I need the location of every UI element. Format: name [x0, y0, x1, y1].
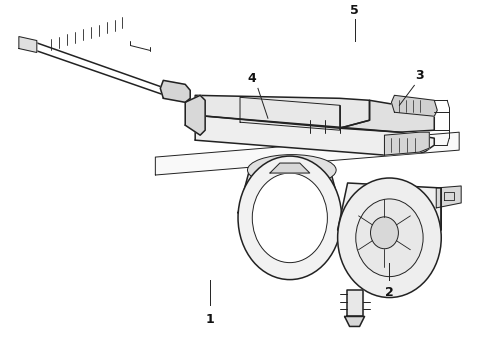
Polygon shape — [155, 132, 459, 175]
Polygon shape — [195, 115, 434, 155]
Ellipse shape — [238, 156, 342, 280]
Text: 3: 3 — [415, 69, 424, 82]
Polygon shape — [270, 163, 310, 173]
Text: 1: 1 — [206, 313, 215, 326]
Text: 5: 5 — [350, 4, 359, 17]
Text: 4: 4 — [247, 72, 256, 85]
Polygon shape — [195, 95, 369, 128]
Polygon shape — [392, 95, 437, 116]
Polygon shape — [238, 168, 342, 213]
Polygon shape — [240, 97, 340, 130]
Polygon shape — [160, 80, 190, 102]
Polygon shape — [346, 289, 363, 316]
Ellipse shape — [247, 154, 336, 185]
Ellipse shape — [252, 173, 327, 263]
Text: 2: 2 — [385, 286, 394, 299]
Ellipse shape — [370, 217, 398, 249]
Ellipse shape — [356, 199, 423, 276]
Polygon shape — [338, 183, 441, 230]
Polygon shape — [344, 316, 365, 327]
Polygon shape — [436, 186, 461, 208]
Polygon shape — [385, 132, 429, 155]
Polygon shape — [340, 100, 434, 132]
Polygon shape — [185, 95, 205, 135]
Ellipse shape — [338, 178, 441, 298]
Polygon shape — [19, 37, 37, 53]
